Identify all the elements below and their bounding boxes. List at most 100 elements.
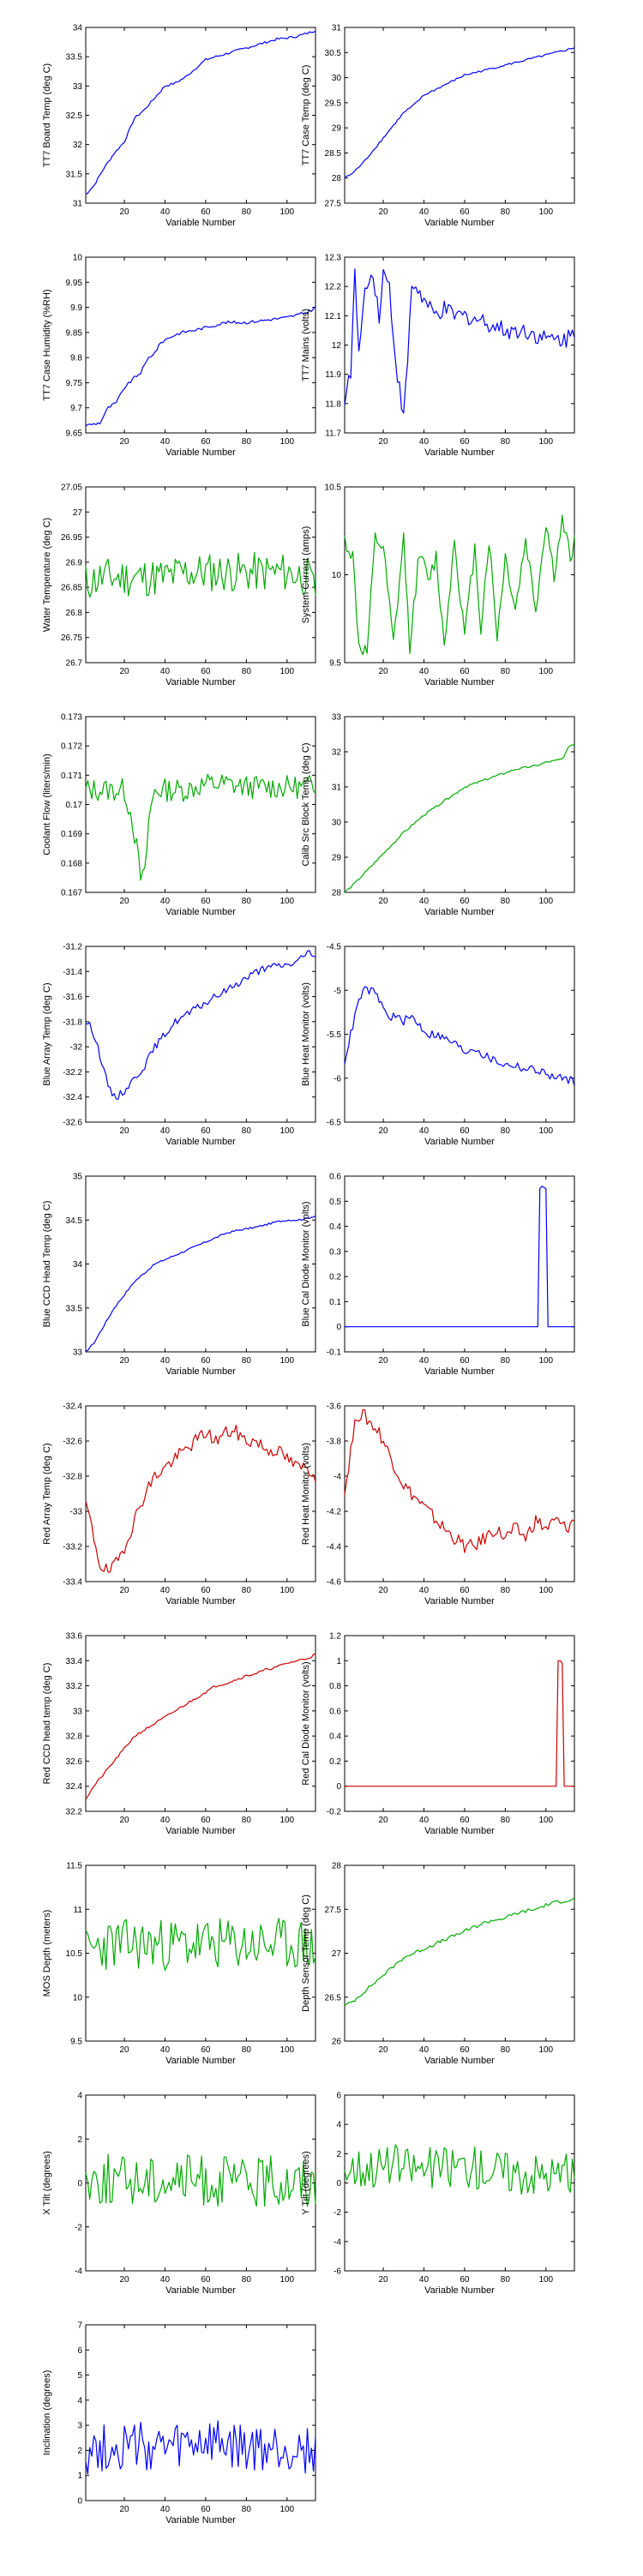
chart-panel-9: -32.6 -32.4 -32.2 -32 -31.8 -31.6 -31.4 -31.2 20… bbox=[42, 943, 316, 1147]
y-tick-label: 10 bbox=[73, 1993, 83, 2003]
plot-frame bbox=[344, 1864, 575, 2042]
x-tick-label: 20 bbox=[378, 207, 388, 217]
x-tick-label: 40 bbox=[160, 897, 171, 906]
chart-panel-5: 26.7 26.75 26.8 26.85 26.9 26.95 27 27.05 20 40 60… bbox=[42, 483, 316, 688]
x-axis-label: Variable Number bbox=[165, 907, 236, 917]
x-tick-label: 40 bbox=[160, 2505, 171, 2514]
x-tick-label: 20 bbox=[378, 1816, 388, 1825]
y-tick-label: -4 bbox=[334, 1473, 341, 1482]
x-tick-label: 60 bbox=[201, 2045, 211, 2055]
chart-panel-8: 28 29 30 31 32 33 20 40 60 80 100 Variable Number Ca… bbox=[301, 713, 575, 917]
x-tick-label: 100 bbox=[538, 437, 553, 447]
y-axis-label: Red Cal Diode Monitor (volts) bbox=[301, 1661, 311, 1785]
y-tick-label: 0.3 bbox=[329, 1247, 341, 1257]
chart-panel-12: -0.1 0 0.1 0.2 0.3 0.4 0.5 0.6 20 40 60 80 100 Variab… bbox=[301, 1173, 575, 1377]
chart-panel-21: 0 1 2 3 4 5 6 7 20 40 60 80 100 Variable Number Inclin… bbox=[42, 2321, 316, 2525]
x-tick-label: 100 bbox=[279, 1816, 294, 1825]
x-tick-label: 80 bbox=[501, 2045, 511, 2055]
y-tick-label: -31.2 bbox=[63, 943, 82, 952]
y-tick-label: 0.6 bbox=[329, 1173, 341, 1182]
x-tick-label: 60 bbox=[460, 207, 470, 217]
y-tick-label: 34 bbox=[73, 1260, 83, 1270]
x-tick-label: 80 bbox=[242, 667, 252, 676]
plot-frame bbox=[85, 1175, 316, 1353]
y-tick-label: 9.95 bbox=[66, 279, 83, 288]
series-line bbox=[85, 950, 316, 1100]
x-tick-label: 20 bbox=[119, 1356, 129, 1366]
x-tick-label: 100 bbox=[279, 667, 294, 676]
x-tick-label: 100 bbox=[279, 1586, 294, 1595]
x-tick-label: 60 bbox=[201, 1586, 211, 1595]
y-tick-label: 10 bbox=[332, 571, 342, 580]
x-axis-label: Variable Number bbox=[424, 218, 495, 228]
y-tick-label: -33.2 bbox=[63, 1543, 82, 1552]
y-tick-label: 6 bbox=[77, 2346, 82, 2356]
y-axis-label: Red Array Temp (deg C) bbox=[42, 1443, 52, 1544]
y-tick-label: 9.5 bbox=[329, 659, 341, 669]
plot-frame bbox=[344, 1405, 575, 1582]
y-tick-label: 26 bbox=[332, 2038, 342, 2047]
x-tick-label: 60 bbox=[460, 2275, 470, 2285]
y-tick-label: 9.75 bbox=[66, 379, 83, 388]
y-tick-label: -4.4 bbox=[327, 1543, 342, 1552]
x-tick-label: 80 bbox=[501, 667, 511, 676]
series-line bbox=[85, 2420, 316, 2475]
chart-panel-18: 26 26.5 27 27.5 28 20 40 60 80 100 Variable Number… bbox=[301, 1862, 575, 2066]
x-axis-label: Variable Number bbox=[424, 1366, 495, 1377]
x-tick-label: 40 bbox=[160, 1586, 171, 1595]
chart-panel-15: 32.2 32.4 32.6 32.8 33 33.2 33.4 33.6 20 40 60 80 10… bbox=[42, 1632, 316, 1836]
y-tick-label: 27 bbox=[332, 1949, 342, 1959]
y-tick-label: 9.85 bbox=[66, 328, 83, 338]
x-axis-label: Variable Number bbox=[424, 1826, 495, 1836]
y-tick-label: 0 bbox=[336, 1782, 341, 1792]
x-axis-label: Variable Number bbox=[424, 677, 495, 688]
x-tick-label: 60 bbox=[460, 1356, 470, 1366]
y-tick-label: 31 bbox=[73, 200, 83, 209]
y-tick-label: -32 bbox=[70, 1043, 83, 1053]
y-tick-label: 4 bbox=[336, 2121, 341, 2130]
y-tick-label: 0.1 bbox=[329, 1298, 341, 1307]
y-tick-label: -5 bbox=[334, 987, 341, 996]
chart-panel-7: 0.167 0.168 0.169 0.17 0.171 0.172 0.173 20 40 60… bbox=[42, 713, 316, 917]
x-axis-label: Variable Number bbox=[165, 2056, 236, 2066]
y-tick-label: 12.1 bbox=[325, 312, 342, 321]
y-tick-label: 32.5 bbox=[66, 111, 83, 121]
y-tick-label: 5 bbox=[77, 2371, 82, 2381]
y-tick-label: 11.5 bbox=[66, 1862, 82, 1871]
x-tick-label: 20 bbox=[119, 1126, 129, 1136]
x-tick-label: 40 bbox=[419, 437, 430, 447]
y-tick-label: 27.05 bbox=[61, 483, 82, 493]
y-axis-label: Inclination (degrees) bbox=[42, 2370, 52, 2456]
x-tick-label: 40 bbox=[160, 437, 171, 447]
chart-panel-2: 27.5 28 28.5 29 29.5 30 30.5 31 20 40 60 80 100 Varia… bbox=[301, 24, 575, 228]
series-line bbox=[85, 1918, 316, 1971]
x-tick-label: 40 bbox=[160, 207, 171, 217]
y-tick-label: -4 bbox=[75, 2267, 82, 2277]
y-axis-label: Blue Cal Diode Monitor (volts) bbox=[301, 1201, 311, 1326]
y-axis-label: Coolant Flow (liters/min) bbox=[42, 754, 52, 856]
x-tick-label: 40 bbox=[419, 897, 430, 906]
x-axis-label: Variable Number bbox=[165, 677, 236, 688]
y-tick-label: 9.8 bbox=[70, 354, 82, 363]
y-tick-label: -3.8 bbox=[327, 1438, 342, 1447]
plot-frame bbox=[85, 27, 316, 204]
x-tick-label: 80 bbox=[242, 2505, 252, 2514]
series-line bbox=[344, 1897, 575, 2006]
x-tick-label: 40 bbox=[160, 1816, 171, 1825]
y-tick-label: 33.4 bbox=[66, 1657, 83, 1666]
plot-frame bbox=[344, 1175, 575, 1353]
x-tick-label: 80 bbox=[501, 2275, 511, 2285]
x-tick-label: 100 bbox=[279, 437, 294, 447]
y-tick-label: -31.4 bbox=[63, 968, 82, 977]
y-tick-label: 12.3 bbox=[325, 254, 342, 263]
x-tick-label: 80 bbox=[242, 2045, 252, 2055]
y-axis-label: Blue Array Temp (deg C) bbox=[42, 982, 52, 1085]
x-axis-label: Variable Number bbox=[424, 2056, 495, 2066]
plot-frame bbox=[85, 1635, 316, 1812]
y-tick-label: -4 bbox=[334, 2237, 341, 2247]
series-line bbox=[85, 551, 316, 598]
y-tick-label: 0.2 bbox=[329, 1757, 341, 1767]
y-axis-label: Calib Src Block Temp (deg C) bbox=[301, 742, 311, 866]
x-tick-label: 40 bbox=[419, 1356, 430, 1366]
